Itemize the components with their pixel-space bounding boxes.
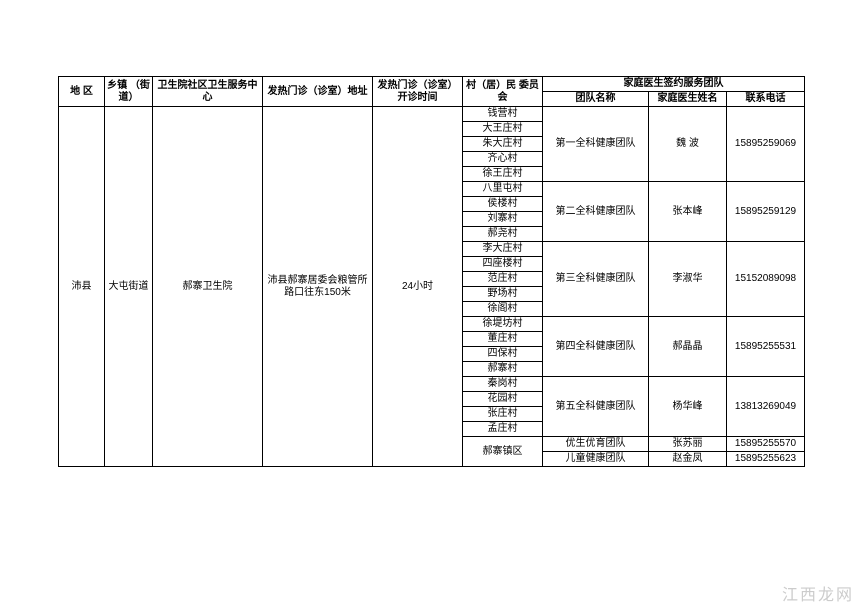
cell-doctor-name: 魏 波 [649, 107, 727, 182]
cell-village: 野场村 [463, 287, 543, 302]
cell-village: 范庄村 [463, 272, 543, 287]
table-row: 沛县大屯街道郝寨卫生院沛县郝寨居委会粮管所路口往东150米24小时钱营村第一全科… [59, 107, 805, 122]
header-village-committee: 村（居）民 委员会 [463, 77, 543, 107]
cell-village: 郝寨镇区 [463, 437, 543, 467]
cell-township: 大屯街道 [105, 107, 153, 467]
header-open-time: 发热门诊（诊室） 开诊时间 [373, 77, 463, 107]
cell-phone: 15895255570 [727, 437, 805, 452]
cell-open-time: 24小时 [373, 107, 463, 467]
cell-phone: 13813269049 [727, 377, 805, 437]
cell-village: 四保村 [463, 347, 543, 362]
cell-village: 朱大庄村 [463, 137, 543, 152]
cell-village: 侯楼村 [463, 197, 543, 212]
cell-phone: 15895259129 [727, 182, 805, 242]
header-family-team: 家庭医生签约服务团队 [543, 77, 805, 92]
cell-team-name: 第五全科健康团队 [543, 377, 649, 437]
cell-village: 花园村 [463, 392, 543, 407]
cell-village: 四座楼村 [463, 257, 543, 272]
header-clinic-addr: 发热门诊（诊室）地址 [263, 77, 373, 107]
table-body: 沛县大屯街道郝寨卫生院沛县郝寨居委会粮管所路口往东150米24小时钱营村第一全科… [59, 107, 805, 467]
header-clinic: 卫生院社区卫生服务中心 [153, 77, 263, 107]
cell-village: 齐心村 [463, 152, 543, 167]
cell-village: 徐王庄村 [463, 167, 543, 182]
table-header: 地 区 乡镇 （街道） 卫生院社区卫生服务中心 发热门诊（诊室）地址 发热门诊（… [59, 77, 805, 107]
main-table: 地 区 乡镇 （街道） 卫生院社区卫生服务中心 发热门诊（诊室）地址 发热门诊（… [58, 76, 805, 467]
cell-team-name: 第一全科健康团队 [543, 107, 649, 182]
cell-doctor-name: 李淑华 [649, 242, 727, 317]
cell-village: 徐堤坊村 [463, 317, 543, 332]
cell-phone: 15895255623 [727, 452, 805, 467]
header-township: 乡镇 （街道） [105, 77, 153, 107]
cell-village: 孟庄村 [463, 422, 543, 437]
cell-team-name: 第三全科健康团队 [543, 242, 649, 317]
cell-village: 徐阁村 [463, 302, 543, 317]
header-region: 地 区 [59, 77, 105, 107]
cell-village: 郝寨村 [463, 362, 543, 377]
cell-doctor-name: 杨华峰 [649, 377, 727, 437]
cell-village: 郝尧村 [463, 227, 543, 242]
cell-village: 秦岗村 [463, 377, 543, 392]
cell-team-name: 第二全科健康团队 [543, 182, 649, 242]
cell-village: 钱营村 [463, 107, 543, 122]
cell-doctor-name: 张苏丽 [649, 437, 727, 452]
cell-phone: 15152089098 [727, 242, 805, 317]
cell-village: 八里屯村 [463, 182, 543, 197]
cell-village: 大王庄村 [463, 122, 543, 137]
header-doctor-name: 家庭医生姓名 [649, 92, 727, 107]
cell-team-name: 优生优育团队 [543, 437, 649, 452]
watermark: 江西龙网 [782, 581, 854, 605]
cell-doctor-name: 郝晶晶 [649, 317, 727, 377]
cell-village: 张庄村 [463, 407, 543, 422]
header-team-name: 团队名称 [543, 92, 649, 107]
cell-phone: 15895259069 [727, 107, 805, 182]
header-phone: 联系电话 [727, 92, 805, 107]
cell-doctor-name: 赵金凤 [649, 452, 727, 467]
cell-doctor-name: 张本峰 [649, 182, 727, 242]
cell-village: 李大庄村 [463, 242, 543, 257]
cell-phone: 15895255531 [727, 317, 805, 377]
cell-village: 董庄村 [463, 332, 543, 347]
cell-village: 刘寨村 [463, 212, 543, 227]
cell-region: 沛县 [59, 107, 105, 467]
cell-clinic: 郝寨卫生院 [153, 107, 263, 467]
cell-team-name: 第四全科健康团队 [543, 317, 649, 377]
cell-clinic-addr: 沛县郝寨居委会粮管所路口往东150米 [263, 107, 373, 467]
cell-team-name: 儿童健康团队 [543, 452, 649, 467]
